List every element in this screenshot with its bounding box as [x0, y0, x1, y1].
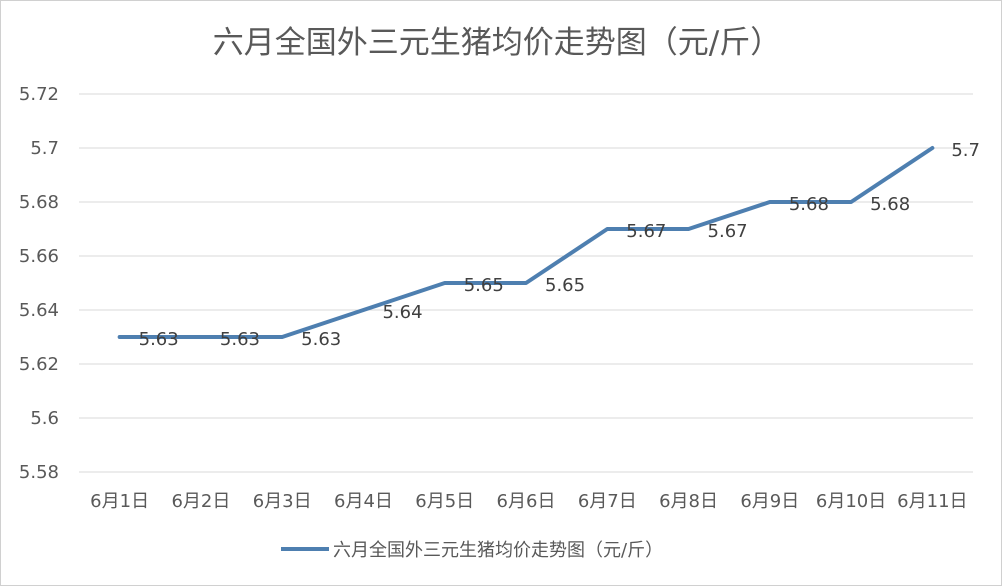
x-tick-label: 6月8日 [659, 491, 718, 512]
y-tick-label: 5.58 [19, 462, 59, 483]
y-tick-label: 5.6 [30, 408, 59, 429]
data-label: 5.65 [545, 275, 585, 296]
y-tick-label: 5.72 [19, 84, 59, 105]
x-tick-label: 6月7日 [578, 491, 637, 512]
x-tick-label: 6月2日 [171, 491, 230, 512]
data-label: 5.68 [789, 194, 829, 215]
series-layer [117, 146, 935, 339]
data-label: 5.63 [301, 329, 341, 350]
series-line [117, 146, 935, 339]
chart-title: 六月全国外三元生猪均价走势图（元/斤） [213, 25, 781, 61]
x-tick-label: 6月5日 [415, 491, 474, 512]
y-tick-label: 5.7 [30, 138, 59, 159]
data-label: 5.68 [870, 194, 910, 215]
y-axis-ticks: 5.58 5.6 5.62 5.64 5.66 5.68 5.7 5.72 [19, 84, 59, 483]
legend-label: 六月全国外三元生猪均价走势图（元/斤） [333, 540, 663, 561]
data-label: 5.63 [139, 329, 179, 350]
data-label: 5.65 [464, 275, 504, 296]
x-tick-label: 6月10日 [816, 491, 886, 512]
x-tick-label: 6月9日 [740, 491, 799, 512]
x-tick-label: 6月4日 [334, 491, 393, 512]
x-tick-label: 6月6日 [497, 491, 556, 512]
y-tick-label: 5.64 [19, 300, 59, 321]
data-label: 5.64 [382, 302, 422, 323]
data-label: 5.67 [708, 221, 748, 242]
x-tick-label: 6月1日 [90, 491, 149, 512]
data-label: 5.7 [951, 140, 980, 161]
x-tick-label: 6月11日 [897, 491, 967, 512]
y-tick-label: 5.68 [19, 192, 59, 213]
data-labels: 5.63 5.63 5.63 5.64 5.65 5.65 5.67 5.67 5.68 5.68… [139, 140, 980, 350]
x-axis-ticks: 6月1日 6月2日 6月3日 6月4日 6月5日 6月6日 6月7日 6月8日 6月9日 6月10… [90, 491, 967, 512]
y-tick-label: 5.62 [19, 354, 59, 375]
y-tick-label: 5.66 [19, 246, 59, 267]
gridlines [79, 93, 973, 473]
legend: 六月全国外三元生猪均价走势图（元/斤） [281, 540, 663, 561]
x-tick-label: 6月3日 [253, 491, 312, 512]
data-label: 5.67 [626, 221, 666, 242]
data-label: 5.63 [220, 329, 260, 350]
